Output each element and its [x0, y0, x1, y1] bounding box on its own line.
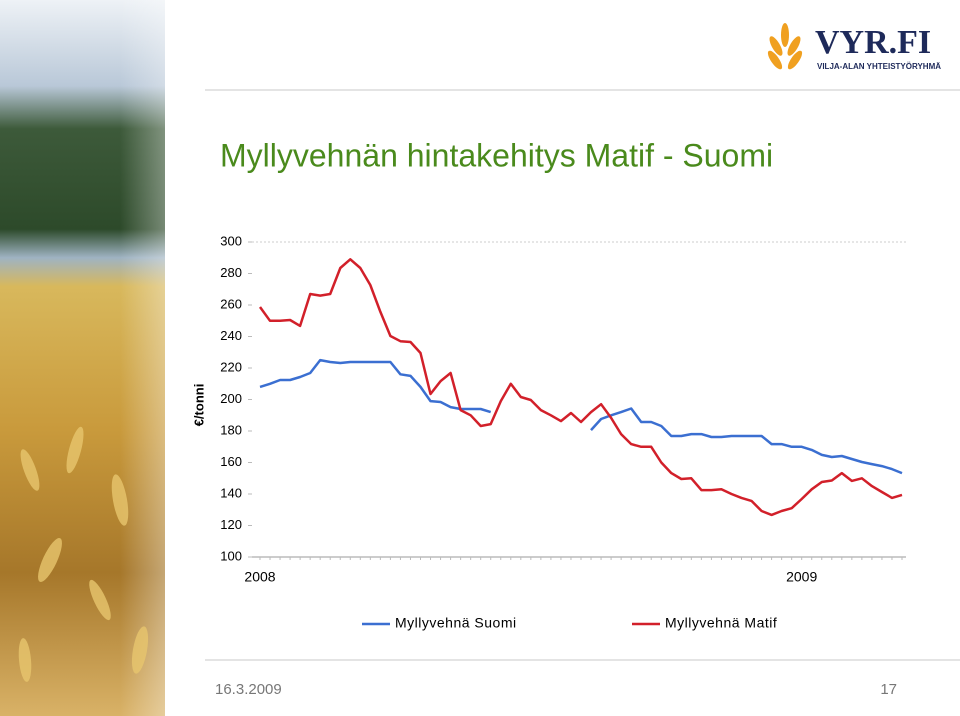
wheat	[18, 426, 149, 682]
chart-title: Myllyvehnän hintakehitys Matif - Suomi	[220, 137, 773, 173]
x-tick-label: 2009	[786, 569, 817, 585]
logo-name: VYR.FI	[815, 24, 931, 61]
logo-mark	[767, 23, 803, 70]
footer-page: 17	[880, 681, 897, 698]
x-tick-label: 2008	[244, 569, 275, 585]
y-tick-label: 180	[220, 422, 242, 437]
y-tick-label: 220	[220, 359, 242, 374]
series-line	[258, 258, 903, 517]
y-tick-label: 240	[220, 328, 242, 343]
y-tick-label: 280	[220, 265, 242, 280]
y-axis-label: €/tonni	[191, 384, 206, 427]
y-tick-label: 160	[220, 454, 242, 469]
y-tick-label: 140	[220, 485, 242, 500]
logo-tagline: VILJA-ALAN YHTEISTYÖRYHMÄ	[817, 62, 941, 71]
y-tick-label: 260	[220, 296, 242, 311]
y-tick-label: 300	[220, 233, 242, 248]
legend-label: Myllyvehnä Matif	[665, 615, 777, 631]
photo-fade	[120, 0, 165, 716]
legend-label: Myllyvehnä Suomi	[395, 615, 517, 631]
y-tick-label: 120	[220, 517, 242, 532]
series-line	[259, 358, 903, 475]
footer-date: 16.3.2009	[215, 681, 282, 698]
y-tick-label: 200	[220, 391, 242, 406]
y-tick-label: 100	[220, 548, 242, 563]
